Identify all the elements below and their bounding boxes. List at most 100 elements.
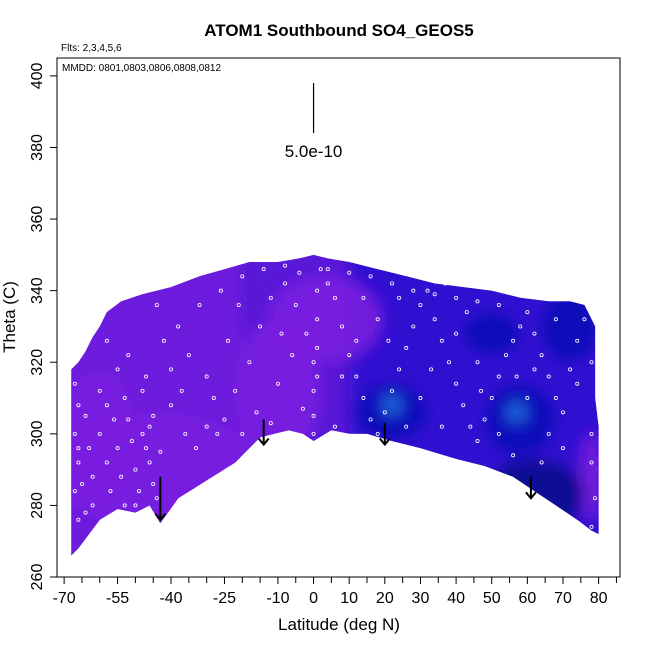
- observation-point: [126, 417, 131, 422]
- observation-point: [76, 403, 81, 408]
- observation-point: [425, 288, 430, 293]
- observation-point: [119, 474, 124, 479]
- x-tick-label: 50: [483, 590, 501, 607]
- observation-point: [511, 338, 516, 343]
- observation-point: [532, 331, 537, 336]
- observation-point: [354, 338, 359, 343]
- observation-point: [582, 317, 587, 322]
- observation-point: [90, 503, 95, 508]
- down-arrow: [525, 476, 537, 500]
- observation-point: [315, 317, 320, 322]
- observation-point: [332, 295, 337, 300]
- y-tick-label: 300: [29, 420, 46, 447]
- field-blob-layer: [71, 254, 599, 556]
- observation-point: [258, 324, 263, 329]
- observation-point: [332, 424, 337, 429]
- y-tick-label: 280: [29, 492, 46, 519]
- observation-point: [347, 353, 352, 358]
- observation-point: [158, 449, 163, 454]
- observation-point: [389, 388, 394, 393]
- observation-point: [404, 424, 409, 429]
- field-blobs: [71, 254, 599, 556]
- observation-point: [240, 274, 245, 279]
- observation-point: [340, 374, 345, 379]
- observation-point: [83, 510, 88, 515]
- observation-point: [475, 360, 480, 365]
- observation-point: [418, 302, 423, 307]
- observation-point: [204, 374, 209, 379]
- observation-point: [325, 267, 330, 272]
- observation-point: [593, 496, 598, 501]
- dates-annotation: MMDD: 0801,0803,0806,0808,0812: [62, 63, 221, 74]
- x-tick-label: -10: [266, 590, 289, 607]
- field-blob: [463, 312, 521, 356]
- observation-point: [461, 403, 466, 408]
- observation-point: [293, 302, 298, 307]
- observation-point: [254, 410, 259, 415]
- observation-point: [261, 267, 266, 272]
- observation-point: [161, 338, 166, 343]
- observation-point: [290, 353, 295, 358]
- observation-point: [115, 446, 120, 451]
- observation-point: [375, 317, 380, 322]
- observation-point: [553, 317, 558, 322]
- observation-point: [104, 403, 109, 408]
- observation-point: [215, 431, 220, 436]
- observation-point: [546, 431, 551, 436]
- observation-point: [536, 288, 541, 293]
- observation-point: [226, 338, 231, 343]
- observation-point: [475, 438, 480, 443]
- observation-point: [489, 396, 494, 401]
- observation-point: [311, 388, 316, 393]
- observation-point: [186, 353, 191, 358]
- observation-point: [115, 367, 120, 372]
- observation-point: [454, 381, 459, 386]
- x-tick-label: 80: [590, 590, 608, 607]
- observation-point: [496, 302, 501, 307]
- observation-point: [297, 270, 302, 275]
- observation-point: [439, 338, 444, 343]
- observation-point: [318, 267, 323, 272]
- observation-point: [553, 396, 558, 401]
- observation-point: [418, 396, 423, 401]
- observation-point: [589, 431, 594, 436]
- observation-point: [240, 431, 245, 436]
- observation-point: [575, 381, 580, 386]
- observation-point: [268, 295, 273, 300]
- observation-point: [72, 381, 77, 386]
- observation-point: [279, 331, 284, 336]
- observation-point: [108, 489, 113, 494]
- observation-point: [479, 388, 484, 393]
- observation-point: [311, 431, 316, 436]
- observation-point: [511, 453, 516, 458]
- observation-point: [496, 374, 501, 379]
- observation-point: [87, 446, 92, 451]
- surface-arrows: [154, 419, 537, 522]
- observation-point: [340, 324, 345, 329]
- field-blob: [267, 276, 382, 363]
- observation-point: [482, 417, 487, 422]
- arrow-head: [257, 437, 270, 447]
- observation-point: [104, 338, 109, 343]
- observation-point: [76, 446, 81, 451]
- arrow-head: [154, 513, 167, 522]
- observation-point: [169, 367, 174, 372]
- x-axis: -70 -55 -40 -25 -10 0 10 20 30 40 50 60 70 80: [53, 577, 617, 607]
- y-tick-label: 340: [29, 277, 46, 304]
- observation-point: [546, 374, 551, 379]
- observation-point: [518, 324, 523, 329]
- observation-point: [133, 467, 138, 472]
- x-tick-label: 60: [518, 590, 536, 607]
- x-tick-label: 0: [309, 590, 318, 607]
- y-tick-label: 400: [29, 62, 46, 89]
- x-tick-label: -55: [106, 590, 129, 607]
- observation-point: [443, 281, 448, 286]
- scale-label: 5.0e-10: [285, 142, 343, 161]
- observation-point: [176, 324, 181, 329]
- y-tick-label: 360: [29, 206, 46, 233]
- field-blob: [71, 369, 136, 499]
- x-tick-label: 70: [554, 590, 572, 607]
- observation-point: [140, 388, 145, 393]
- observation-point: [144, 374, 149, 379]
- observation-point: [539, 353, 544, 358]
